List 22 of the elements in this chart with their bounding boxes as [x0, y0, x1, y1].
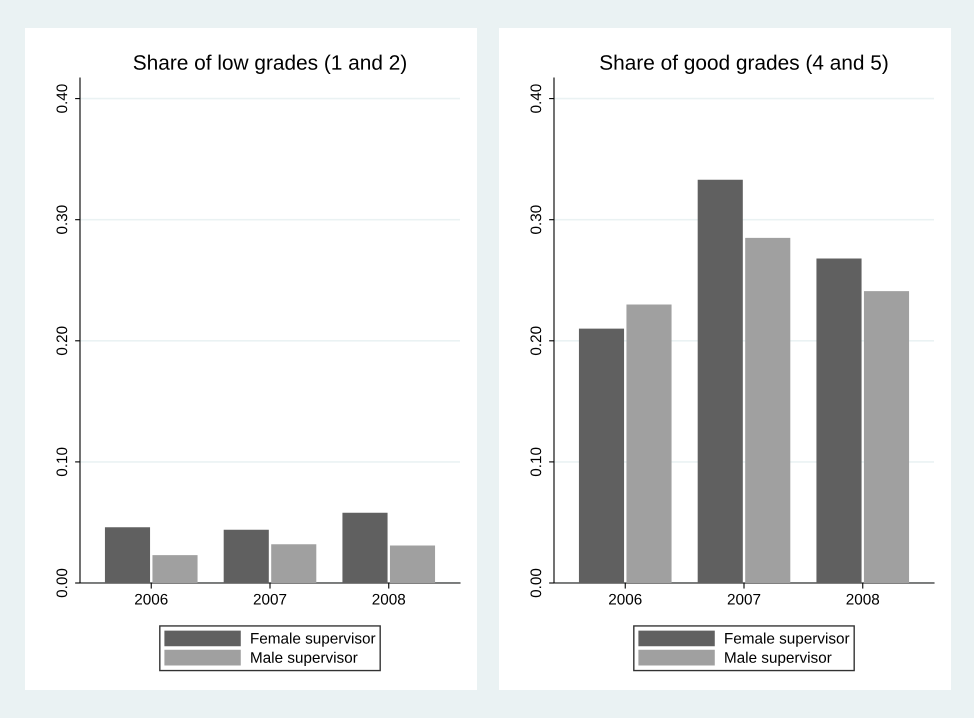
- y-tick-label: 0.00: [56, 568, 68, 598]
- x-tick-label: 2007: [728, 594, 760, 605]
- chart-title: Share of low grades (1 and 2): [134, 54, 406, 74]
- y-tick-label: 0.20: [56, 326, 68, 356]
- y-tick-label: 0.40: [56, 84, 68, 113]
- x-tick-label: 2006: [135, 594, 168, 605]
- y-tick-label: 0.40: [530, 84, 542, 113]
- chart-title: Share of good grades (4 and 5): [600, 54, 888, 74]
- y-tick-label: 0.10: [56, 448, 68, 476]
- y-tick-label: 0.00: [530, 568, 542, 598]
- legend-label: Male supervisor: [725, 652, 832, 666]
- x-tick-label: 2007: [254, 594, 286, 605]
- y-tick-label: 0.30: [530, 205, 542, 234]
- y-tick-label: 0.20: [530, 326, 542, 356]
- y-tick-label: 0.10: [530, 448, 542, 476]
- legend-label: Female supervisor: [251, 632, 376, 647]
- legend-label: Male supervisor: [251, 652, 358, 666]
- x-tick-label: 2008: [372, 594, 406, 605]
- y-tick-label: 0.30: [56, 205, 68, 234]
- legend-label: Female supervisor: [725, 632, 850, 647]
- x-tick-label: 2006: [609, 594, 642, 605]
- x-tick-label: 2008: [846, 594, 880, 605]
